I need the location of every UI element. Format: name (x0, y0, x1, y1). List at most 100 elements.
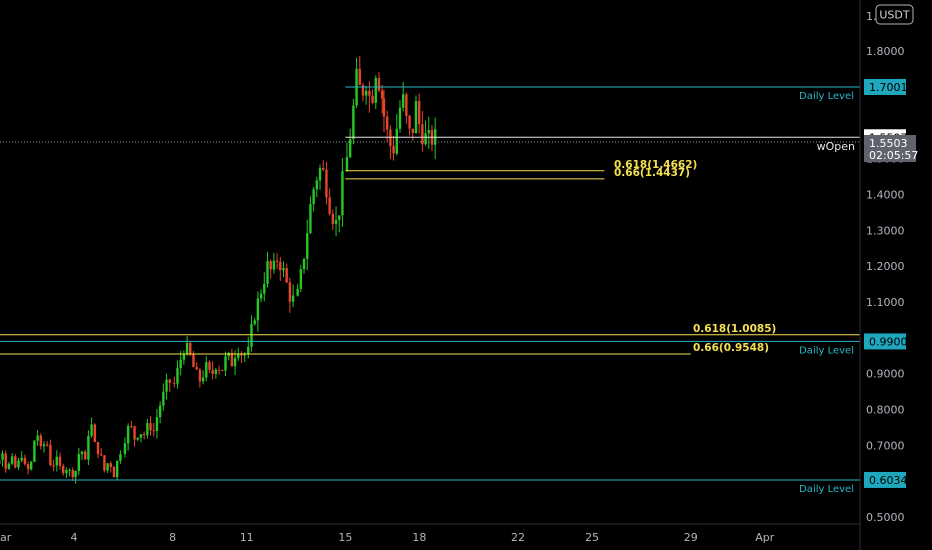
candle-body (119, 453, 122, 461)
candle-body (421, 124, 424, 145)
time-axis[interactable]: ar 4 8 11 15 18 22 25 29 Apr (0, 531, 775, 544)
last-price-tag-label: 1.5503 (869, 137, 908, 150)
currency-button-label: USDT (879, 9, 910, 22)
candle-body (0, 459, 1, 464)
candle-body (275, 260, 279, 262)
candle-body (45, 444, 49, 446)
daily-level-price-tag (864, 333, 906, 350)
candle-body (312, 189, 315, 205)
candle-body (201, 377, 205, 382)
candle-body (348, 139, 352, 158)
candle-body (130, 426, 133, 428)
candle-body (109, 463, 112, 467)
candle-body (192, 354, 195, 368)
candle-body (20, 457, 23, 461)
candle-body (168, 379, 171, 383)
time-tick-label: 15 (338, 531, 352, 544)
candle-body (427, 129, 430, 134)
candle-body (179, 359, 182, 369)
candle-body (328, 197, 331, 214)
candle-body (7, 463, 11, 469)
candle-body (182, 354, 186, 360)
candle-body (29, 461, 33, 470)
candle-body (10, 456, 14, 464)
candle-body (189, 342, 192, 355)
price-tick-label: 0.9000 (866, 368, 905, 381)
candle-body (96, 442, 100, 455)
candle-body (112, 466, 116, 478)
fib-level-label: 0.618(1.0085) (693, 323, 776, 335)
wopen-label: wOpen (817, 140, 855, 153)
candle-body (269, 261, 272, 270)
fib-level-label: 0.618(1.4662) (614, 159, 697, 171)
candle-body (205, 362, 208, 378)
candle-body (87, 435, 90, 460)
countdown-label: 02:05:57 (869, 149, 918, 162)
daily-level-label: Daily Level (799, 345, 854, 356)
daily-level-price-tag-label: 0.6034 (869, 474, 908, 487)
candle-body (71, 469, 74, 478)
candle-body (424, 133, 427, 145)
candle-body (237, 353, 240, 358)
candle-body (250, 324, 253, 347)
daily-level-price-tag (864, 471, 906, 488)
candle-body (93, 424, 96, 443)
price-tick-label: 1.2000 (866, 260, 905, 273)
candle-body (126, 426, 130, 444)
candle-body (299, 269, 303, 289)
candle-body (198, 369, 202, 382)
candle-body (417, 101, 421, 125)
candle-body (211, 369, 214, 374)
candle-body (185, 342, 189, 355)
candle-body (84, 451, 87, 460)
candle-body (1, 453, 4, 460)
candle-body (253, 320, 256, 325)
candle-body (296, 288, 299, 296)
candle-body (306, 233, 309, 259)
candle-body (208, 362, 211, 370)
candle-body (392, 145, 395, 154)
price-tick-label: 0.7000 (866, 439, 905, 452)
price-tick-label: 1.3000 (866, 224, 905, 237)
candle-body (338, 215, 341, 220)
candle-body (358, 68, 361, 85)
candle-body (61, 465, 65, 474)
candle-body (361, 84, 365, 96)
candle-body (309, 204, 312, 234)
price-tick-label: 0.5000 (866, 511, 905, 524)
candle-body (49, 444, 52, 466)
candle-body (68, 469, 71, 471)
candle-body (247, 346, 250, 355)
candle-body (65, 469, 68, 474)
candle-body (334, 219, 338, 224)
candle-body (55, 456, 58, 466)
candle-body (233, 357, 237, 367)
candle-body (142, 434, 146, 436)
fib-level-label: 0.66(0.9548) (693, 342, 769, 354)
candle-body (116, 460, 119, 478)
candle-body (158, 405, 162, 418)
candle-body (288, 282, 292, 302)
candle-body (106, 463, 109, 471)
candle-body (152, 430, 155, 432)
time-tick-label: ar (0, 531, 12, 544)
candle-body (377, 78, 381, 91)
candle-body (398, 107, 402, 129)
candle-body (230, 352, 234, 367)
candle-body (52, 465, 55, 467)
time-tick-label: 8 (169, 531, 176, 544)
daily-level-price-tag (864, 78, 906, 95)
candle-body (382, 98, 386, 117)
candle-body (36, 435, 39, 441)
candle-body (414, 101, 418, 134)
candle-body (279, 261, 282, 271)
candle-body (408, 115, 411, 129)
currency-button[interactable]: USDT (875, 4, 914, 25)
price-axis[interactable]: 1. 1.80001.50001.40001.30001.20001.10001… (866, 10, 905, 524)
candle-body (385, 116, 389, 130)
candle-body (352, 105, 355, 140)
levels-layer: wOpen Daily Level Daily Level Daily Level 0.… (0, 86, 860, 495)
